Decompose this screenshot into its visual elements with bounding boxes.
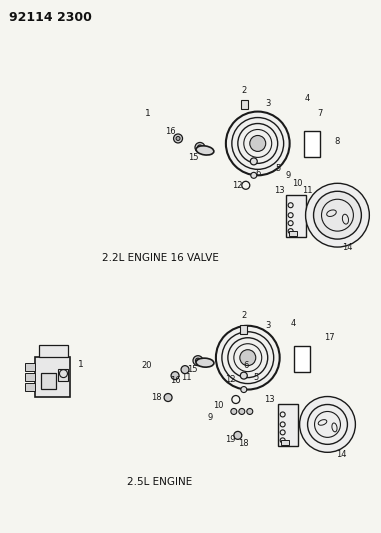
Circle shape xyxy=(240,372,247,379)
Bar xyxy=(278,405,298,446)
Bar xyxy=(289,231,297,236)
Circle shape xyxy=(234,431,242,439)
Circle shape xyxy=(226,111,290,175)
Circle shape xyxy=(250,158,257,165)
Text: 5: 5 xyxy=(253,373,258,382)
Text: 2.5L ENGINE: 2.5L ENGINE xyxy=(128,477,193,487)
Text: 13: 13 xyxy=(264,395,275,404)
Text: 15: 15 xyxy=(188,153,198,162)
Text: 18: 18 xyxy=(151,393,162,402)
Text: 2: 2 xyxy=(241,311,247,320)
Text: 10: 10 xyxy=(292,179,303,188)
Text: 12: 12 xyxy=(225,375,235,384)
Circle shape xyxy=(171,372,179,379)
Circle shape xyxy=(197,145,202,150)
Text: 3: 3 xyxy=(265,321,271,330)
Text: 4: 4 xyxy=(291,319,296,328)
Bar xyxy=(58,369,69,381)
Text: 17: 17 xyxy=(324,333,335,342)
Circle shape xyxy=(176,136,180,141)
Bar xyxy=(25,383,35,391)
Text: 92114 2300: 92114 2300 xyxy=(9,11,91,24)
Circle shape xyxy=(216,326,280,390)
Circle shape xyxy=(164,393,172,401)
Text: 14: 14 xyxy=(336,450,347,459)
Circle shape xyxy=(299,397,355,453)
Text: 6: 6 xyxy=(255,169,261,178)
Bar xyxy=(304,132,320,157)
Text: 2.2L ENGINE 16 VALVE: 2.2L ENGINE 16 VALVE xyxy=(102,253,219,263)
Text: 15: 15 xyxy=(187,365,197,374)
Text: 12: 12 xyxy=(232,181,243,190)
Bar xyxy=(38,345,69,357)
Text: 9: 9 xyxy=(285,171,290,180)
Circle shape xyxy=(241,386,247,392)
Text: 7: 7 xyxy=(317,109,322,118)
Text: 16: 16 xyxy=(170,376,180,385)
Circle shape xyxy=(181,366,189,374)
Text: 18: 18 xyxy=(239,439,249,448)
Bar xyxy=(241,100,248,109)
Text: 4: 4 xyxy=(305,94,310,103)
Circle shape xyxy=(231,408,237,415)
Text: 6: 6 xyxy=(243,361,248,370)
Text: 1: 1 xyxy=(77,360,83,369)
Text: 11: 11 xyxy=(181,373,191,382)
Circle shape xyxy=(174,134,182,143)
Text: 16: 16 xyxy=(165,127,175,136)
Text: 13: 13 xyxy=(274,186,285,195)
Ellipse shape xyxy=(196,146,214,155)
Text: 11: 11 xyxy=(302,186,313,195)
Text: 20: 20 xyxy=(141,361,151,370)
Text: 5: 5 xyxy=(275,164,280,173)
Circle shape xyxy=(195,358,200,363)
Text: 2: 2 xyxy=(241,86,247,95)
Circle shape xyxy=(247,408,253,415)
Text: 19: 19 xyxy=(225,435,235,444)
Circle shape xyxy=(239,408,245,415)
Ellipse shape xyxy=(196,358,214,367)
Text: 10: 10 xyxy=(213,401,223,410)
Circle shape xyxy=(193,356,203,366)
Bar xyxy=(25,373,35,381)
Bar xyxy=(40,373,56,389)
Text: 8: 8 xyxy=(335,137,340,146)
Bar xyxy=(240,325,247,334)
Bar xyxy=(294,346,310,372)
Bar xyxy=(35,357,70,397)
Circle shape xyxy=(251,172,257,179)
Circle shape xyxy=(240,350,256,366)
Text: 1: 1 xyxy=(145,109,151,118)
Bar xyxy=(25,362,35,370)
Text: 9: 9 xyxy=(207,413,213,422)
Circle shape xyxy=(250,135,266,151)
Bar xyxy=(286,195,306,237)
Circle shape xyxy=(195,142,205,152)
Circle shape xyxy=(314,191,361,239)
Circle shape xyxy=(306,183,369,247)
Text: 3: 3 xyxy=(265,99,271,108)
Bar xyxy=(281,440,289,446)
Text: 14: 14 xyxy=(342,243,353,252)
